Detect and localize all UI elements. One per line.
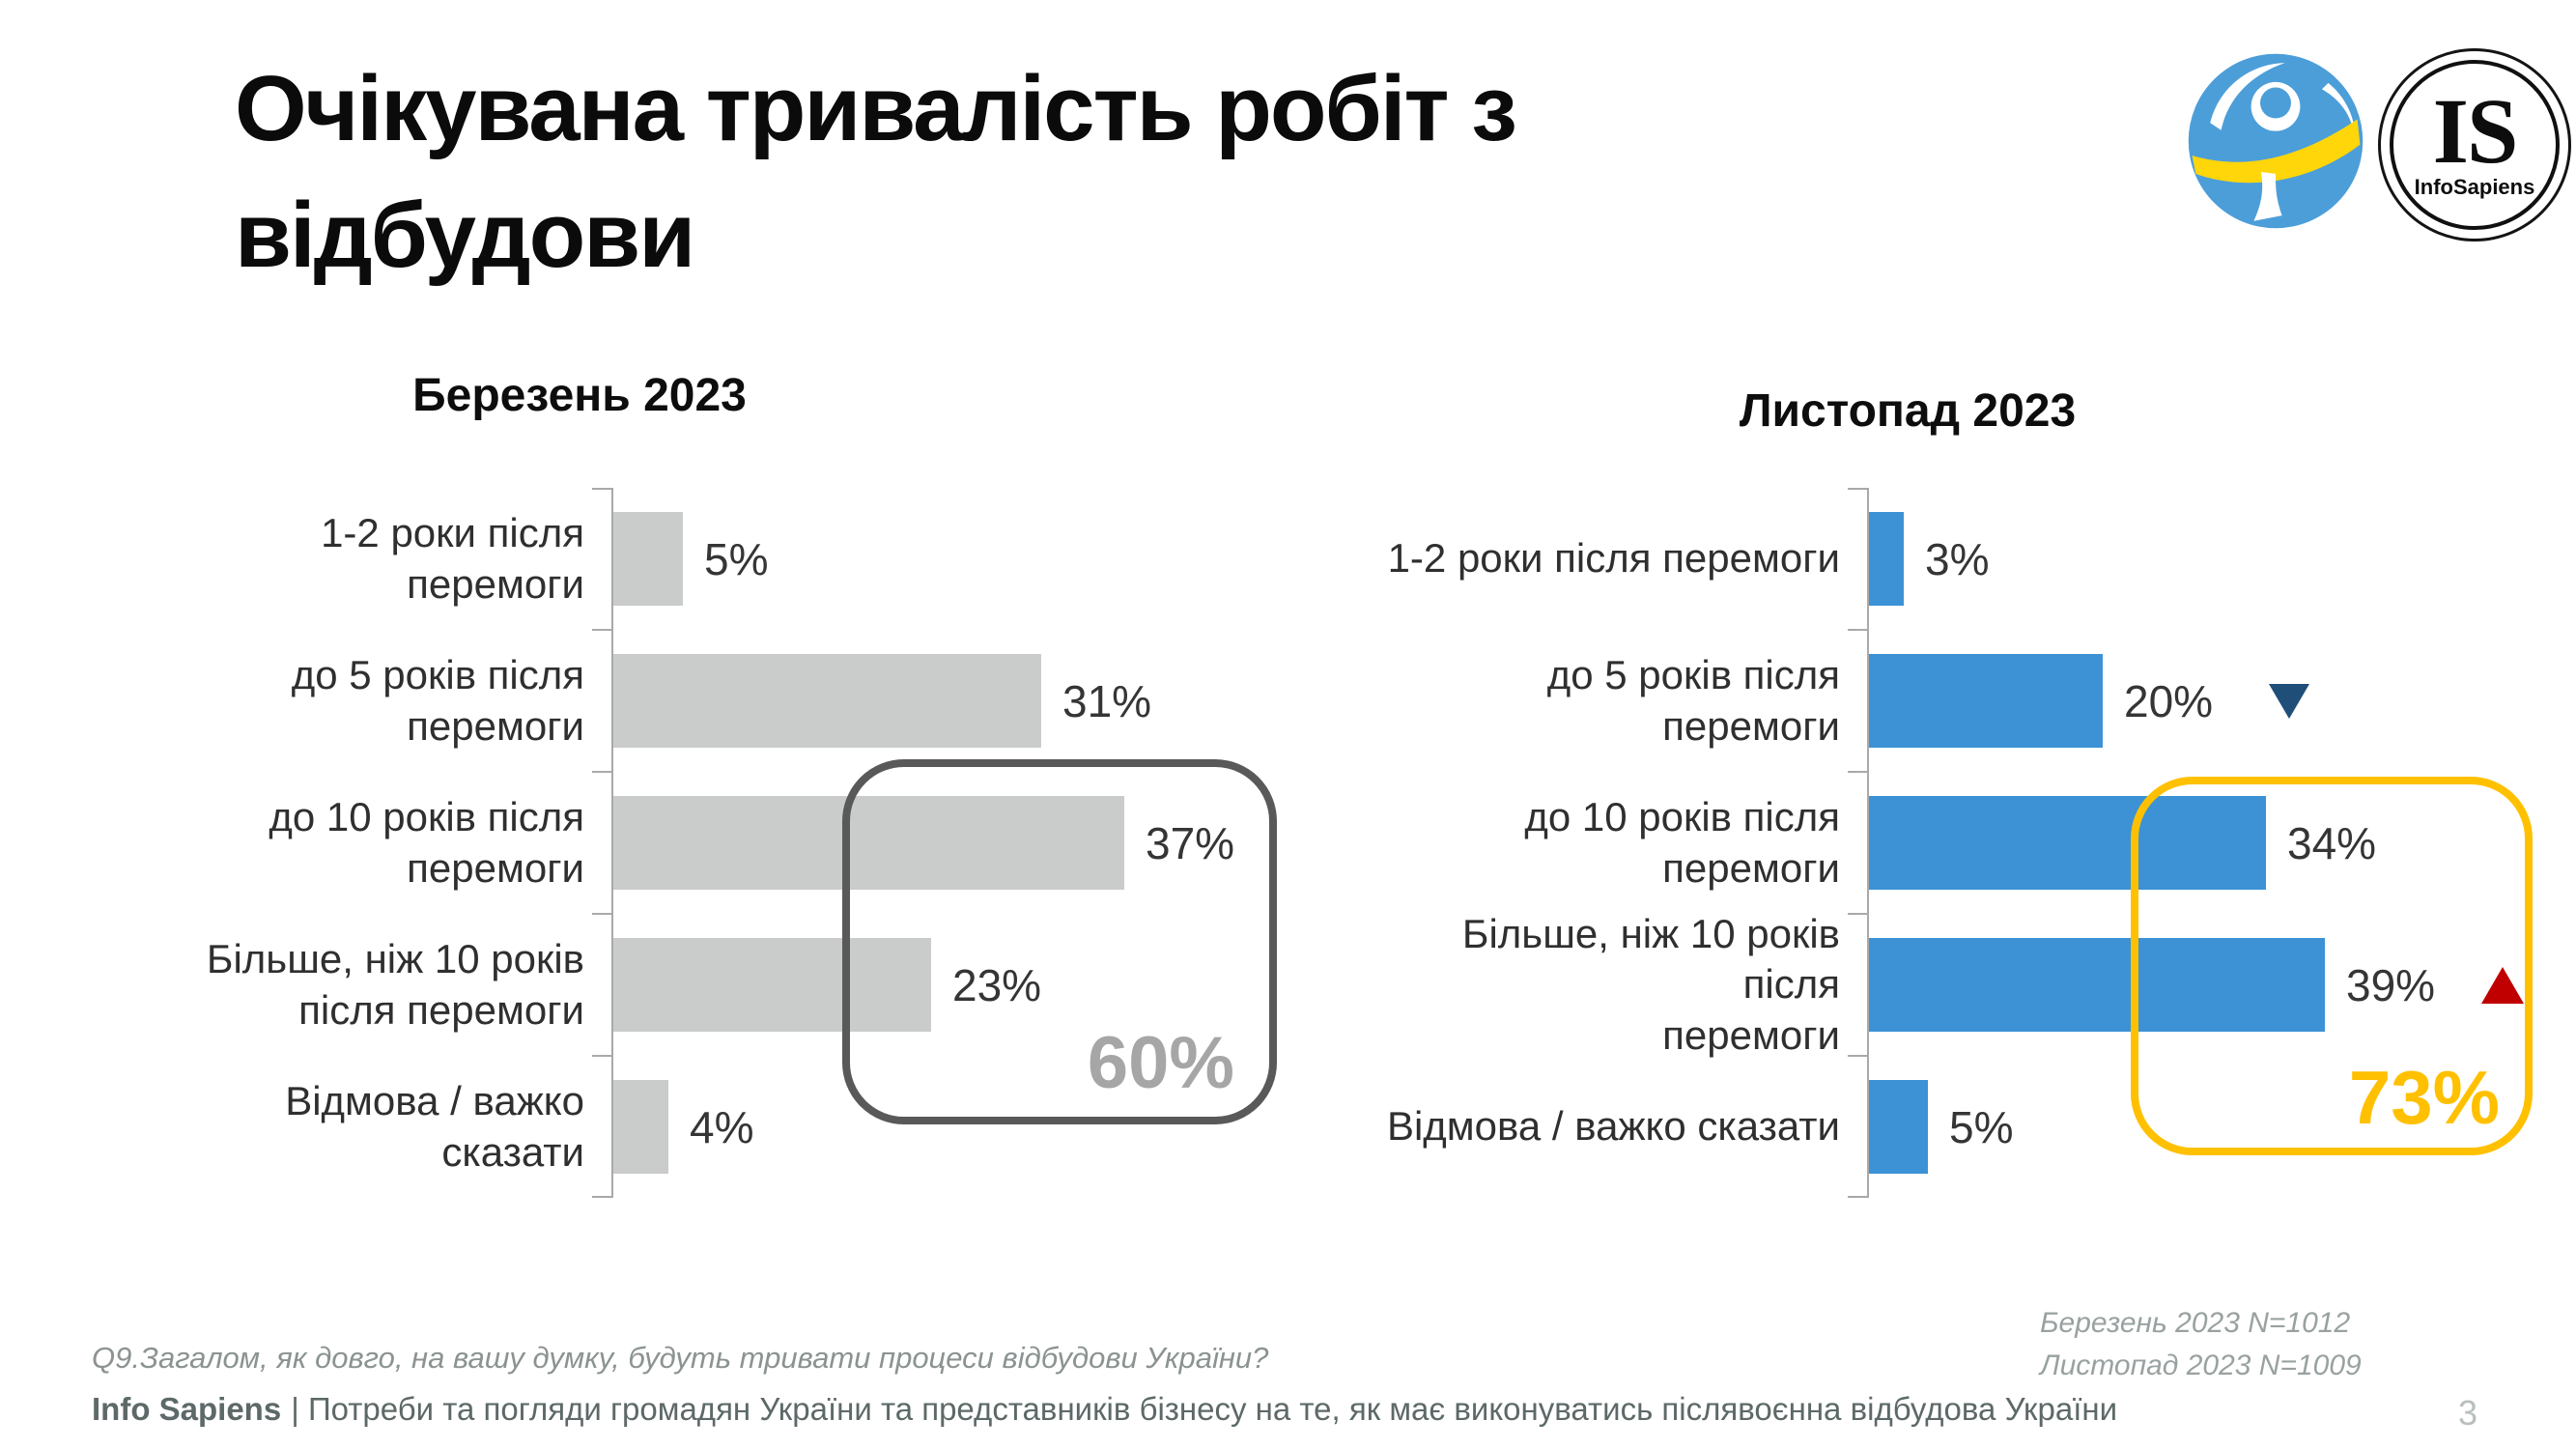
bar-area: 39% bbox=[1869, 914, 2525, 1056]
axis-tick bbox=[592, 771, 611, 773]
axis-tick bbox=[592, 1196, 611, 1198]
bar-row: до 10 років після перемоги 37% bbox=[135, 772, 1275, 914]
bar-area: 5% bbox=[1869, 1056, 2013, 1198]
chart-november-2023: Листопад 2023 1-2 роки після перемоги 3%… bbox=[1381, 369, 2576, 1219]
category-axis-line bbox=[1867, 488, 1869, 1198]
category-label: до 10 років після перемоги bbox=[269, 794, 584, 891]
axis-tick bbox=[592, 488, 611, 490]
bar-row: Відмова / важко сказати 4% bbox=[135, 1056, 1275, 1198]
bar-november-more-10-years bbox=[1869, 938, 2325, 1032]
category-axis-line bbox=[611, 488, 613, 1198]
value-label: 20% bbox=[2124, 675, 2214, 726]
bar-november-10-years bbox=[1869, 796, 2266, 890]
chart-title-november: Листопад 2023 bbox=[1739, 385, 2077, 437]
plot-march: 1-2 роки після перемоги 5% до 5 років пі… bbox=[135, 488, 1275, 1198]
category-label: Відмова / важко сказати bbox=[285, 1078, 584, 1175]
bar-row: 1-2 роки після перемоги 3% bbox=[1381, 488, 2576, 630]
category-label: 1-2 роки після перемоги bbox=[321, 510, 584, 607]
bar-row: до 5 років після перемоги 20% bbox=[1381, 630, 2576, 772]
bar-area: 20% bbox=[1869, 630, 2310, 772]
axis-tick bbox=[1848, 629, 1867, 631]
category-label: до 5 років після перемоги bbox=[1546, 652, 1840, 749]
value-label: 34% bbox=[2287, 817, 2377, 868]
axis-tick bbox=[592, 1055, 611, 1057]
source-brand: Info Sapiens bbox=[92, 1391, 282, 1427]
bar-november-5-years bbox=[1869, 654, 2103, 748]
decrease-marker-icon bbox=[2269, 683, 2310, 719]
category-label: до 10 років після перемоги bbox=[1524, 794, 1840, 891]
is-monogram: IS bbox=[2432, 78, 2519, 183]
value-label: 5% bbox=[1949, 1101, 2014, 1152]
bar-area: 5% bbox=[613, 488, 768, 630]
value-label: 31% bbox=[1062, 675, 1152, 726]
bar-march-1-2-years bbox=[613, 512, 683, 606]
value-label: 37% bbox=[1146, 817, 1235, 868]
bar-row: Більше, ніж 10 років після перемоги 23% bbox=[135, 914, 1275, 1056]
bar-row: Більше, ніж 10 років після перемоги 39% bbox=[1381, 911, 2576, 1058]
chart-march-2023: Березень 2023 1-2 роки після перемоги 5%… bbox=[135, 369, 1275, 1219]
bar-march-5-years bbox=[613, 654, 1041, 748]
value-label: 39% bbox=[2346, 959, 2436, 1010]
highlight-box-november-73: 73% bbox=[2131, 777, 2533, 1155]
bar-row: до 10 років після перемоги 34% bbox=[1381, 772, 2576, 914]
bar-area: 34% bbox=[1869, 772, 2376, 914]
category-label: 1-2 роки після перемоги bbox=[1387, 535, 1840, 582]
bar-row: до 5 років після перемоги 31% bbox=[135, 630, 1275, 772]
bar-area: 31% bbox=[613, 630, 1151, 772]
value-label: 3% bbox=[1925, 533, 1990, 584]
is-caption: InfoSapiens bbox=[2414, 175, 2535, 200]
value-label: 4% bbox=[690, 1101, 754, 1152]
bar-area: 23% bbox=[613, 914, 1041, 1056]
globe-logo-icon bbox=[2188, 53, 2364, 229]
bar-march-more-10-years bbox=[613, 938, 931, 1032]
axis-tick bbox=[592, 913, 611, 915]
category-label: Відмова / важко сказати bbox=[1386, 1103, 1840, 1150]
source-description: | Потреби та погляди громадян України та… bbox=[291, 1391, 2118, 1427]
axis-tick bbox=[592, 629, 611, 631]
chart-title-march: Березень 2023 bbox=[412, 370, 747, 421]
category-label: до 5 років після перемоги bbox=[291, 652, 584, 749]
axis-tick bbox=[1848, 488, 1867, 490]
value-label: 5% bbox=[704, 533, 769, 584]
source-line: Info Sapiens | Потреби та погляди громадя… bbox=[92, 1391, 2117, 1428]
bar-november-refusal bbox=[1869, 1080, 1928, 1174]
page-title: Очікувана тривалість робіт з відбудови bbox=[235, 57, 1517, 287]
axis-tick bbox=[1848, 1055, 1867, 1057]
question-footnote: Q9.Загалом, як довго, на вашу думку, буд… bbox=[92, 1341, 1269, 1375]
highlight-label-60: 60% bbox=[1087, 1022, 1234, 1104]
sample-size-notes: Березень 2023 N=1012 Листопад 2023 N=100… bbox=[2040, 1307, 2362, 1381]
globe-logo bbox=[2185, 50, 2366, 232]
bar-november-1-2-years bbox=[1869, 512, 1904, 606]
bar-area: 3% bbox=[1869, 488, 1989, 630]
value-label: 23% bbox=[952, 959, 1042, 1010]
category-label: Більше, ніж 10 років після перемоги bbox=[206, 936, 584, 1033]
bar-row: 1-2 роки після перемоги 5% bbox=[135, 488, 1275, 630]
category-label: Більше, ніж 10 років після перемоги bbox=[1461, 910, 1840, 1058]
bar-area: 4% bbox=[613, 1056, 753, 1198]
axis-tick bbox=[1848, 771, 1867, 773]
bar-row: Відмова / важко сказати 5% bbox=[1381, 1056, 2576, 1198]
increase-marker-icon bbox=[2481, 966, 2525, 1004]
axis-tick bbox=[1848, 1196, 1867, 1198]
plot-november: 1-2 роки після перемоги 3% до 5 років пі… bbox=[1381, 488, 2576, 1198]
highlight-box-march-60: 60% bbox=[842, 759, 1277, 1124]
highlight-label-73: 73% bbox=[2348, 1055, 2500, 1140]
page-number: 3 bbox=[2458, 1393, 2478, 1433]
axis-tick bbox=[1848, 913, 1867, 915]
bar-march-refusal bbox=[613, 1080, 668, 1174]
infosapiens-logo: IS InfoSapiens bbox=[2390, 60, 2560, 230]
